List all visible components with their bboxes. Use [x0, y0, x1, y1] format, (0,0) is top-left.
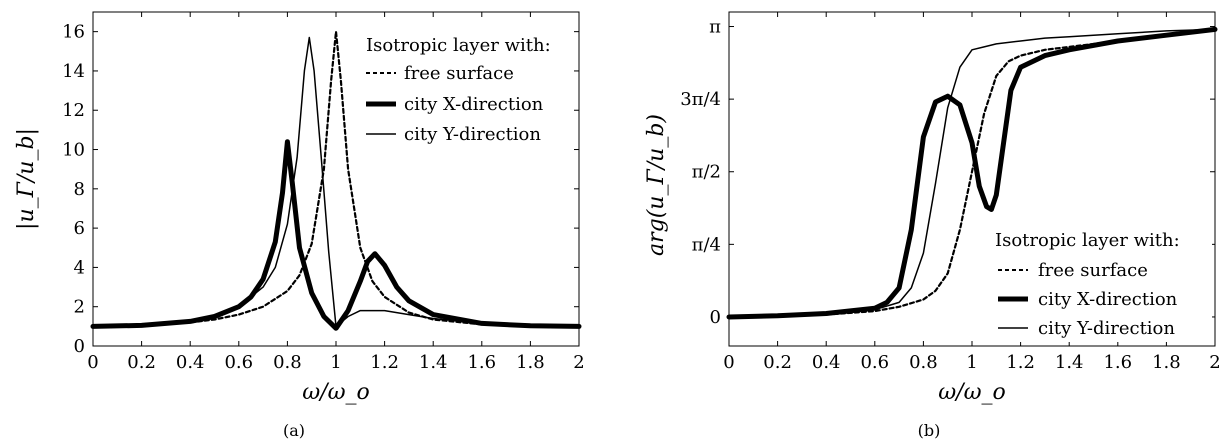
panel-b-xtick-label: 0.8: [909, 352, 938, 373]
panel-b-xtick-label: 2: [1209, 352, 1220, 373]
panel-a-legend: Isotropic layer with: free surface city …: [360, 28, 572, 153]
panel-a-ytick-label: 8: [74, 179, 85, 200]
panel-a-xtick-label: 0.4: [176, 352, 205, 373]
panel-b-legend-box: [990, 220, 1212, 342]
panel-b-xtick-label: 0.6: [860, 352, 889, 373]
panel-b-legend-x: city X-direction: [1038, 289, 1178, 310]
panel-a-ytick-label: 2: [74, 297, 85, 318]
panel-a-ticks: 0 0.2 0.4 0.6 0.8 1 1.2 1.4 1.6 1.8 2 0 2 4 6 8 10 12 14 16: [62, 12, 585, 373]
panel-a-ytick-label: 6: [74, 218, 85, 239]
panel-a-xlabel: ω/ω_o: [302, 380, 370, 405]
panel-a-legend-title: Isotropic layer with:: [366, 35, 551, 56]
panel-b-ytick-label: π/2: [692, 162, 721, 183]
panel-a-xtick-label: 0.8: [273, 352, 302, 373]
panel-a-legend-free: free surface: [404, 63, 514, 84]
panel-b-xtick-label: 0.2: [763, 352, 792, 373]
panel-b-series-thin: [728, 28, 1216, 318]
panel-b-series-dotted: [727, 28, 1217, 319]
panel-a-ytick-label: 12: [62, 100, 85, 121]
panel-a: 0 0.2 0.4 0.6 0.8 1 1.2 1.4 1.6 1.8 2 0 2 4 6 8 10 12 14 16…: [14, 11, 585, 440]
panel-a-xtick-label: 1.4: [419, 352, 448, 373]
panel-a-legend-y: city Y-direction: [404, 124, 541, 145]
panel-b-series-thick: [726, 26, 1218, 320]
panel-a-xtick-label: 1: [330, 352, 341, 373]
panel-b-legend-free: free surface: [1038, 260, 1148, 281]
panel-b-ticks: 0 0.2 0.4 0.6 0.8 1 1.2 1.4 1.6 1.8 2 0 π/4 π/2 3π/4 π: [680, 12, 1221, 373]
panel-a-xtick-label: 0.2: [127, 352, 156, 373]
panel-a-series-thin: [92, 36, 580, 328]
panel-a-caption: (a): [283, 421, 305, 440]
panel-b-xtick-label: 1.2: [1006, 352, 1035, 373]
panel-b-legend-title: Isotropic layer with:: [995, 230, 1180, 251]
panel-b-xtick-label: 0: [723, 352, 734, 373]
panel-a-series: [90, 30, 582, 331]
panel-b-ytick-label: π/4: [692, 234, 721, 255]
panel-a-xtick-label: 1.6: [467, 352, 496, 373]
panel-b-xtick-label: 1.8: [1152, 352, 1181, 373]
panel-b: 0 0.2 0.4 0.6 0.8 1 1.2 1.4 1.6 1.8 20π/4π/23π/4π …: [644, 11, 1221, 440]
panel-a-xtick-label: 1.2: [370, 352, 399, 373]
panel-a-xtick-label: 1.8: [516, 352, 545, 373]
panel-a-ytick-label: 0: [74, 336, 85, 357]
panel-a-ytick-label: 14: [62, 61, 85, 82]
panel-b-ytick-label: 0: [710, 307, 721, 328]
panel-b-caption: (b): [918, 421, 941, 440]
panel-a-ytick-label: 10: [62, 140, 85, 161]
panel-a-legend-x: city X-direction: [404, 94, 544, 115]
panel-a-ytick-label: 16: [62, 22, 85, 43]
panel-b-xtick-label: 0.4: [812, 352, 841, 373]
panel-b-xtick-label: 1: [966, 352, 977, 373]
panel-b-xtick-label: 1.6: [1103, 352, 1132, 373]
panel-b-xlabel: ω/ω_o: [938, 380, 1006, 405]
panel-b-xtick-label: 1.4: [1055, 352, 1084, 373]
panel-b-series: [726, 26, 1218, 320]
panel-a-xtick-label: 0.6: [224, 352, 253, 373]
panel-a-xtick-label: 0: [87, 352, 98, 373]
panel-b-ylabel: arg(u_Γ/u_b): [644, 114, 669, 256]
panel-a-xtick-label: 2: [573, 352, 584, 373]
panel-a-series-thick: [90, 139, 582, 331]
panel-b-ytick-label: 3π/4: [680, 89, 721, 110]
panel-a-legend-box: [360, 28, 572, 153]
panel-b-ytick-label: π: [709, 17, 721, 38]
panel-a-ytick-label: 4: [74, 257, 85, 278]
panel-a-ylabel: |u_Γ/u_b|: [14, 128, 39, 230]
panel-b-legend-y: city Y-direction: [1038, 318, 1175, 339]
panel-b-legend: Isotropic layer with: free surface city …: [990, 220, 1212, 342]
